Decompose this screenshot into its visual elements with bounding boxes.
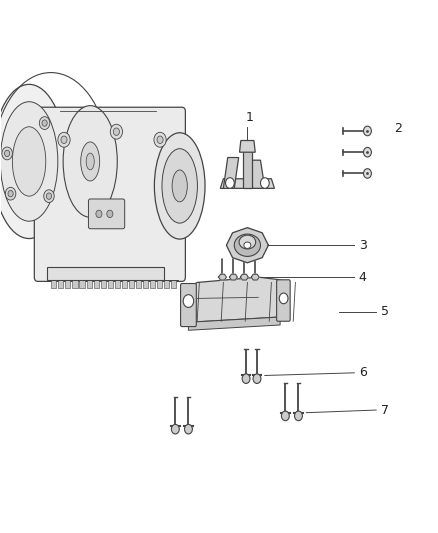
Bar (108, 280, 113, 288)
Circle shape (154, 132, 166, 147)
Bar (129, 280, 134, 288)
Bar (143, 280, 148, 288)
Circle shape (113, 128, 120, 135)
Text: 2: 2 (394, 122, 402, 135)
Text: 3: 3 (359, 239, 367, 252)
Circle shape (2, 147, 12, 160)
Circle shape (107, 210, 113, 217)
Circle shape (44, 190, 54, 203)
Bar (87, 280, 92, 288)
Circle shape (4, 150, 10, 157)
Bar (136, 280, 141, 288)
Polygon shape (226, 228, 268, 263)
Bar (58, 280, 64, 288)
Polygon shape (46, 266, 164, 280)
Circle shape (261, 177, 269, 188)
Polygon shape (219, 274, 226, 280)
Bar (150, 280, 155, 288)
Polygon shape (223, 158, 239, 188)
Circle shape (157, 136, 163, 143)
Ellipse shape (234, 234, 261, 256)
Circle shape (364, 168, 371, 178)
FancyBboxPatch shape (277, 280, 290, 321)
Circle shape (46, 193, 52, 199)
Polygon shape (240, 141, 255, 152)
Circle shape (110, 124, 123, 139)
Ellipse shape (172, 170, 187, 202)
Ellipse shape (154, 133, 205, 239)
Polygon shape (188, 277, 280, 322)
Ellipse shape (86, 153, 94, 170)
FancyBboxPatch shape (180, 284, 196, 327)
Circle shape (171, 424, 179, 434)
Bar (122, 280, 127, 288)
Ellipse shape (162, 149, 198, 223)
Text: 1: 1 (246, 111, 254, 124)
Bar (171, 280, 176, 288)
Ellipse shape (12, 127, 46, 196)
Circle shape (5, 187, 16, 200)
Circle shape (39, 117, 50, 130)
FancyBboxPatch shape (34, 107, 185, 281)
Circle shape (294, 411, 302, 421)
Ellipse shape (0, 102, 58, 221)
Polygon shape (240, 274, 248, 280)
Bar (101, 280, 106, 288)
Circle shape (226, 177, 234, 188)
Circle shape (364, 126, 371, 136)
Polygon shape (250, 160, 265, 188)
Circle shape (61, 136, 67, 143)
Circle shape (96, 210, 102, 217)
Ellipse shape (81, 142, 100, 181)
Bar (115, 280, 120, 288)
Bar (51, 280, 57, 288)
Bar (72, 280, 78, 288)
Circle shape (184, 424, 192, 434)
Text: 6: 6 (359, 366, 367, 379)
Circle shape (242, 374, 250, 383)
Circle shape (42, 120, 47, 126)
Polygon shape (188, 317, 280, 330)
Text: 7: 7 (381, 403, 389, 416)
Text: 4: 4 (359, 271, 367, 284)
Circle shape (279, 293, 288, 304)
Ellipse shape (239, 235, 256, 249)
Text: 5: 5 (381, 305, 389, 318)
Bar (164, 280, 169, 288)
Polygon shape (251, 274, 259, 280)
Circle shape (58, 132, 70, 147)
Circle shape (282, 411, 289, 421)
Circle shape (183, 295, 194, 308)
Bar (94, 280, 99, 288)
Ellipse shape (0, 84, 66, 239)
Polygon shape (220, 179, 275, 188)
Bar (79, 280, 85, 288)
Bar (65, 280, 71, 288)
Polygon shape (243, 150, 252, 188)
Circle shape (8, 190, 13, 197)
Bar (157, 280, 162, 288)
FancyBboxPatch shape (88, 199, 125, 229)
Ellipse shape (244, 242, 251, 248)
Ellipse shape (63, 106, 117, 217)
Polygon shape (230, 274, 237, 280)
Circle shape (364, 148, 371, 157)
Circle shape (253, 374, 261, 383)
